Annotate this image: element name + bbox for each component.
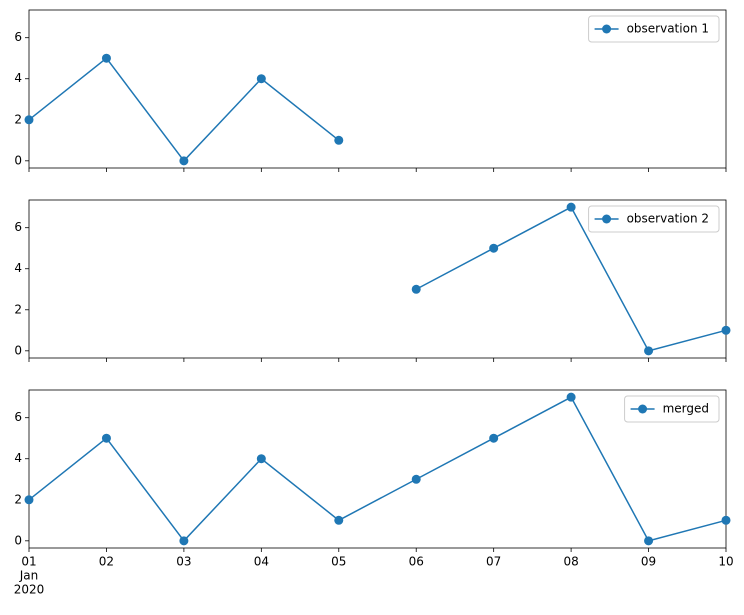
series-line [28,396,727,542]
legend [588,205,720,233]
point [101,433,111,443]
plot-area [28,199,727,359]
legend-marker [602,214,612,224]
x-tick-label: 07 [486,555,501,569]
point [489,433,499,443]
x-tick-label: 01 [21,555,36,569]
point [256,454,266,464]
point [644,346,654,356]
y-tick-label: 6 [14,220,22,234]
point [721,325,731,335]
legend [588,15,720,43]
point [566,392,576,402]
point [256,74,266,84]
x-tick-label: 02 [99,555,114,569]
y-tick-label: 0 [14,343,22,357]
legend-label: merged [663,402,709,416]
y-tick-label: 0 [14,533,22,547]
point [101,53,111,63]
y-tick-label: 4 [14,451,22,465]
point [721,515,731,525]
point [179,156,189,166]
plot-area [28,9,727,169]
point [411,284,421,294]
point [179,536,189,546]
x-tick-label: 09 [641,555,656,569]
x-tick-label: 04 [254,555,269,569]
legend-marker [638,404,648,414]
point [334,135,344,145]
series-line [28,57,340,162]
y-tick-label: 2 [14,302,22,316]
plot-area [28,389,727,549]
y-tick-label: 0 [14,153,22,167]
legend [624,395,720,423]
legend-marker [602,24,612,34]
x-tick-label: 05 [331,555,346,569]
point [411,474,421,484]
y-tick-label: 2 [14,492,22,506]
y-tick-label: 4 [14,261,22,275]
y-tick-label: 6 [14,30,22,44]
point [24,495,34,505]
point [566,202,576,212]
legend-label: observation 1 [627,22,709,36]
x-tick-label: 08 [563,555,578,569]
x-date-label: Jan [19,569,39,583]
point [24,115,34,125]
x-tick-label: 06 [409,555,424,569]
x-date-label: 2020 [14,583,45,597]
legend-label: observation 2 [627,212,709,226]
y-tick-label: 4 [14,71,22,85]
y-tick-label: 2 [14,112,22,126]
point [489,243,499,253]
y-tick-label: 6 [14,410,22,424]
x-tick-label: 03 [176,555,191,569]
point [644,536,654,546]
point [334,515,344,525]
x-tick-label: 10 [718,555,733,569]
